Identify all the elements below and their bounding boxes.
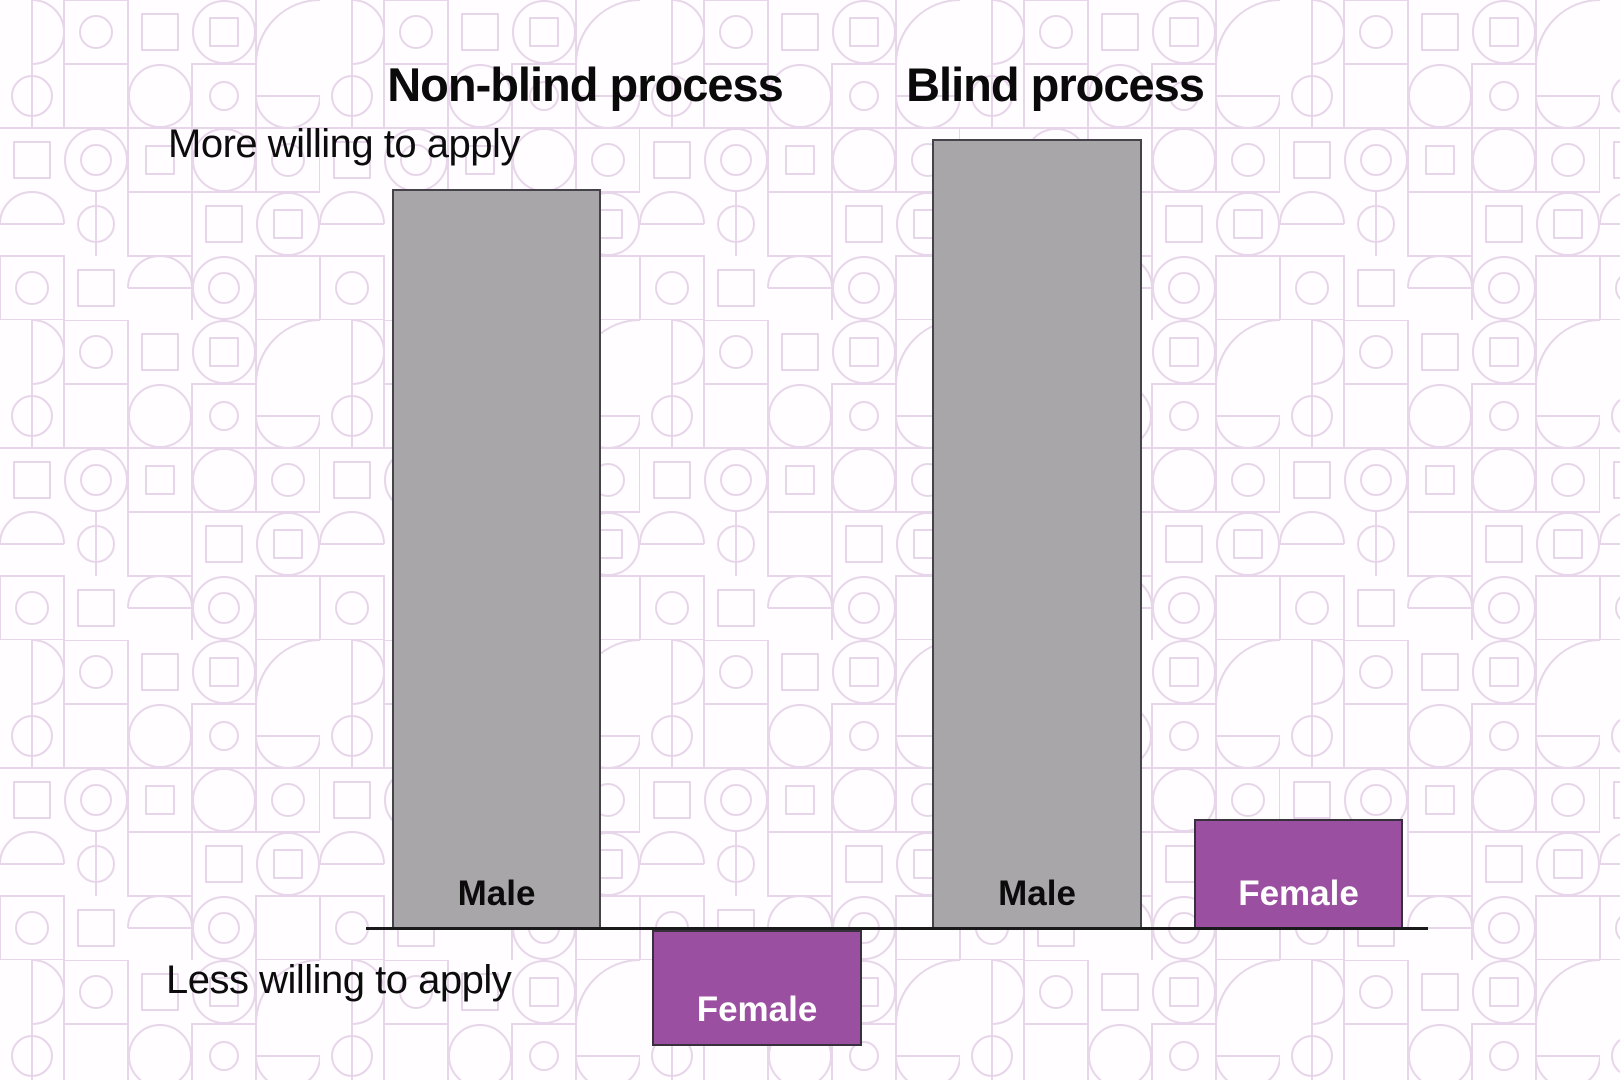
- bar-non-blind-male: Male: [392, 189, 601, 930]
- bar-blind-male: Male: [932, 139, 1142, 930]
- bar-non-blind-female: Female: [652, 930, 862, 1046]
- bar-label-non-blind-male: Male: [457, 874, 536, 913]
- axis-caption-less-willing: Less willing to apply: [166, 958, 512, 1002]
- bar-blind-female: Female: [1194, 819, 1403, 930]
- group-title-non-blind: Non-blind process: [387, 58, 784, 111]
- baseline-axis: [366, 927, 1428, 930]
- bar-label-blind-female: Female: [1238, 874, 1359, 913]
- bar-label-non-blind-female: Female: [696, 990, 818, 1029]
- bar-label-blind-male: Male: [998, 874, 1076, 913]
- axis-caption-more-willing: More willing to apply: [168, 122, 520, 166]
- group-title-blind: Blind process: [906, 58, 1205, 111]
